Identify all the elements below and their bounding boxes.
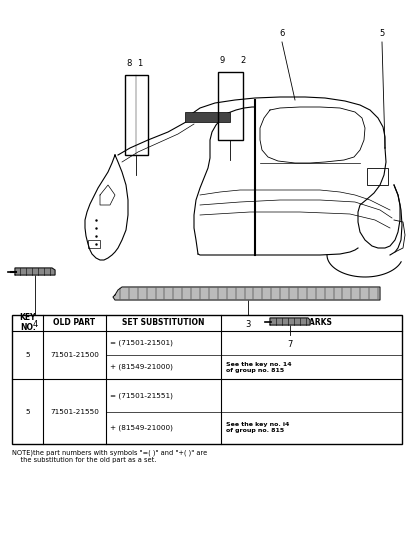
Bar xyxy=(125,75,147,155)
Text: 5: 5 xyxy=(378,29,384,38)
Text: 4: 4 xyxy=(32,320,38,329)
Text: = (71501-21551): = (71501-21551) xyxy=(109,392,172,399)
Text: SET SUBSTITUTION: SET SUBSTITUTION xyxy=(122,318,204,327)
Text: = (71501-21501): = (71501-21501) xyxy=(109,339,172,346)
Text: 3: 3 xyxy=(245,320,250,329)
Text: See the key no. 14
of group no. 815: See the key no. 14 of group no. 815 xyxy=(225,362,291,373)
Text: 71501-21500: 71501-21500 xyxy=(50,352,99,358)
Text: 9: 9 xyxy=(219,56,225,65)
Text: 6: 6 xyxy=(279,29,284,38)
Polygon shape xyxy=(15,268,55,275)
Text: 8: 8 xyxy=(126,59,131,68)
Text: 2: 2 xyxy=(240,56,244,65)
Text: OLD PART: OLD PART xyxy=(53,318,95,327)
Text: 1: 1 xyxy=(137,59,142,68)
Text: See the key no. i4
of group no. 815: See the key no. i4 of group no. 815 xyxy=(225,422,288,433)
Text: + (81549-21000): + (81549-21000) xyxy=(109,424,172,431)
Bar xyxy=(218,72,242,140)
Text: 71501-21550: 71501-21550 xyxy=(50,408,99,415)
Text: + (81549-21000): + (81549-21000) xyxy=(109,364,172,371)
Polygon shape xyxy=(113,287,379,300)
Bar xyxy=(366,168,387,185)
Bar xyxy=(185,112,230,122)
Polygon shape xyxy=(269,318,309,325)
Text: 5: 5 xyxy=(26,352,30,358)
Text: NOTE)the part numbers with symbols "=( )" and "+( )" are
    the substitution fo: NOTE)the part numbers with symbols "=( )… xyxy=(12,449,207,463)
Text: 5: 5 xyxy=(26,408,30,415)
Text: KEY
NO.: KEY NO. xyxy=(20,313,36,332)
Bar xyxy=(12,315,401,444)
Text: REMARKS: REMARKS xyxy=(290,318,332,327)
Bar xyxy=(88,240,100,248)
Text: 7: 7 xyxy=(287,340,292,349)
